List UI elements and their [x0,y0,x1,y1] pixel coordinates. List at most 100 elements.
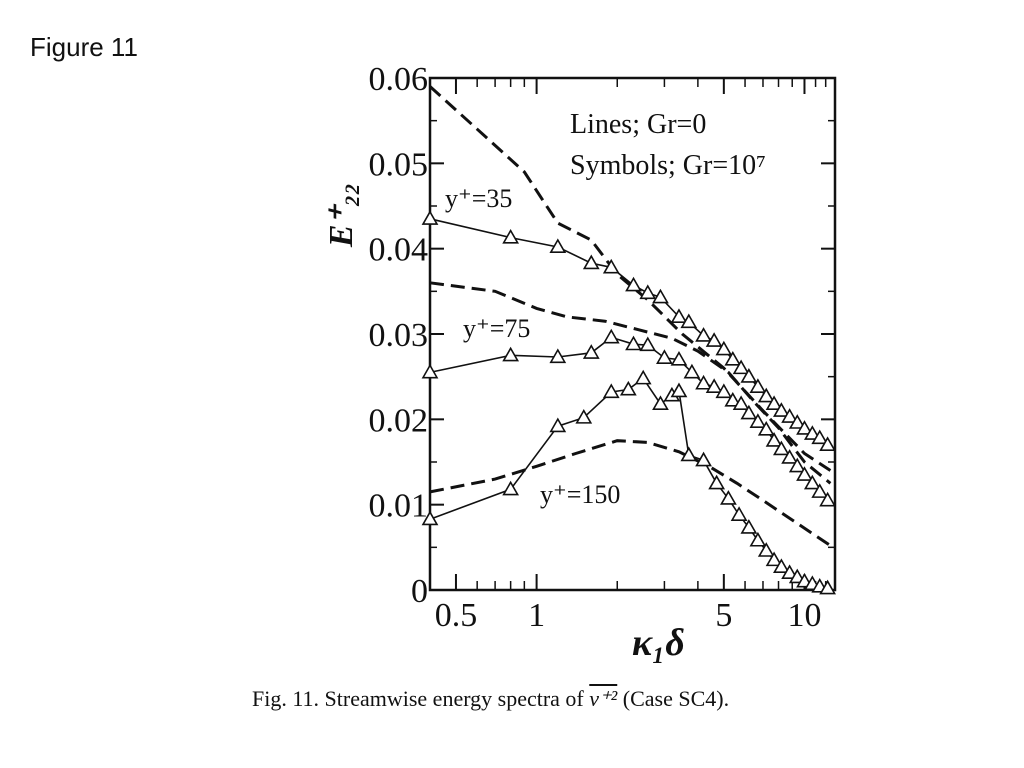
triangle-marker [749,413,767,428]
triangle-marker [708,474,726,490]
triangle-marker [634,369,652,385]
figure-label: Figure 11 [30,32,138,62]
triangle-marker [670,382,688,398]
legend-line: Symbols; Gr=10⁷ [570,150,766,181]
triangle-marker [670,350,688,366]
triangle-marker [732,395,750,411]
triangle-marker [757,542,775,557]
triangle-marker [757,387,775,403]
triangle-marker [705,378,723,393]
triangle-marker [740,404,758,420]
x-tick-label: 0.5 [435,597,478,634]
triangle-marker [625,335,642,351]
triangle-marker [625,276,642,292]
annotation-label: y⁺=75 [463,314,530,343]
triangle-marker [819,491,836,507]
y-tick-label: 0.03 [369,317,429,354]
triangle-marker [549,348,567,364]
triangle-marker [421,510,439,526]
plot-area: 0 0.01 0.02 0.03 0.04 0.05 0.06 0.5 1 5 10 [369,61,837,634]
triangle-marker [788,414,806,429]
triangle-marker [740,519,758,534]
triangle-marker [781,449,798,464]
triangle-marker [602,258,620,274]
triangle-marker [575,409,593,424]
caption-prefix: Fig. 11. Streamwise energy spectra of [252,686,590,711]
triangle-marker [740,368,758,383]
triangle-marker [811,483,829,498]
triangle-marker [619,380,637,396]
y-tick-label: 0.05 [369,146,429,183]
triangle-marker [680,313,698,329]
caption-suffix: (Case SC4). [617,686,730,711]
triangle-marker [695,451,712,467]
annotation-label: y⁺=35 [445,184,512,213]
triangle-marker [502,480,520,496]
y-tick-label: 0.01 [369,488,429,525]
triangle-marker [639,336,657,352]
annotation-label: y⁺=150 [540,480,620,509]
triangle-marker [773,440,790,456]
triangle-marker [796,466,813,481]
series-dashed-line [429,281,832,485]
y-tick-label: 0.04 [369,232,429,269]
triangle-marker [502,346,520,362]
y-tick-label: 0.02 [369,402,429,439]
triangle-marker [421,363,439,379]
triangle-marker [670,308,688,323]
series-dashed-line [429,439,832,547]
x-tick-label: 5 [715,597,732,634]
triangle-marker [788,457,806,473]
triangle-marker [715,383,733,399]
triangle-marker [602,328,620,344]
triangle-marker [724,350,742,366]
triangle-marker [695,327,712,342]
triangle-marker [602,383,620,399]
axis-labels: κ₁δ E⁺₂₂ [323,183,685,664]
triangle-marker [549,238,567,254]
triangle-marker [757,420,775,436]
annotations: y⁺=35 y⁺=75 y⁺=150 [445,184,620,509]
triangle-marker [724,391,742,407]
triangle-marker [582,344,600,359]
energy-spectra-chart: 00.010.020.030.040.050.060.5 1 5 10 y⁺=35y⁺… [323,61,837,664]
triangle-marker [803,474,821,490]
triangle-marker [549,417,567,433]
x-axis-label: κ₁δ [632,622,685,664]
triangle-marker [720,490,737,505]
triangle-marker [811,429,829,445]
triangle-marker [781,408,798,423]
triangle-marker [796,420,813,435]
legend-line: Lines; Gr=0 [570,109,706,140]
triangle-marker [819,579,836,595]
series-dashed-line [428,85,832,472]
triangle-marker [773,558,790,574]
triangle-marker [749,531,767,547]
triangle-marker [695,374,712,390]
triangle-marker [765,432,783,447]
triangle-marker [732,359,750,375]
triangle-marker [715,340,733,356]
triangle-marker [656,349,673,364]
triangle-marker [421,210,439,225]
figure-caption: Fig. 11. Streamwise energy spectra of v⁺… [252,686,932,712]
caption-variable: v⁺² [589,686,618,711]
triangle-marker [803,425,821,440]
triangle-marker [683,363,701,379]
triangle-marker [730,506,748,521]
series-solid-line [429,336,829,501]
triangle-marker [781,564,798,579]
x-tick-label: 10 [787,597,821,634]
triangle-marker [705,332,723,347]
y-tick-label: 0 [411,573,428,610]
triangle-marker [582,254,600,270]
triangle-marker [680,446,698,462]
triangle-marker [773,402,790,417]
triangle-marker [652,395,669,411]
y-tick-label: 0.06 [369,61,429,98]
triangle-marker [749,378,767,393]
triangle-marker [819,436,836,451]
triangle-marker [765,551,783,567]
triangle-marker [652,288,669,304]
triangle-marker [502,228,520,244]
